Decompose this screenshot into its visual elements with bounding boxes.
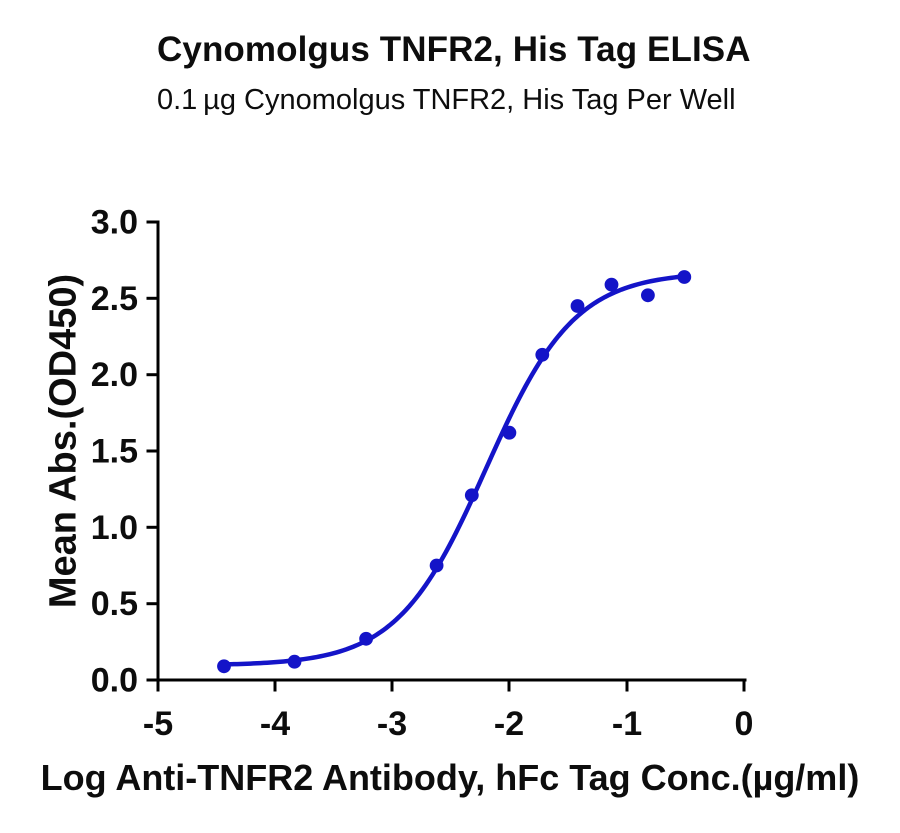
svg-text:1.0: 1.0 [91, 509, 138, 547]
svg-text:2.5: 2.5 [91, 280, 138, 318]
svg-text:2.0: 2.0 [91, 356, 138, 394]
svg-text:3.0: 3.0 [91, 204, 138, 242]
svg-text:-2: -2 [494, 705, 524, 743]
svg-text:-3: -3 [377, 705, 407, 743]
svg-text:-1: -1 [612, 705, 642, 743]
svg-text:-5: -5 [143, 705, 173, 743]
svg-text:0: 0 [735, 705, 754, 743]
svg-text:0.0: 0.0 [91, 662, 138, 700]
svg-text:-4: -4 [260, 705, 290, 743]
svg-text:0.5: 0.5 [91, 585, 138, 623]
svg-text:1.5: 1.5 [91, 433, 138, 471]
